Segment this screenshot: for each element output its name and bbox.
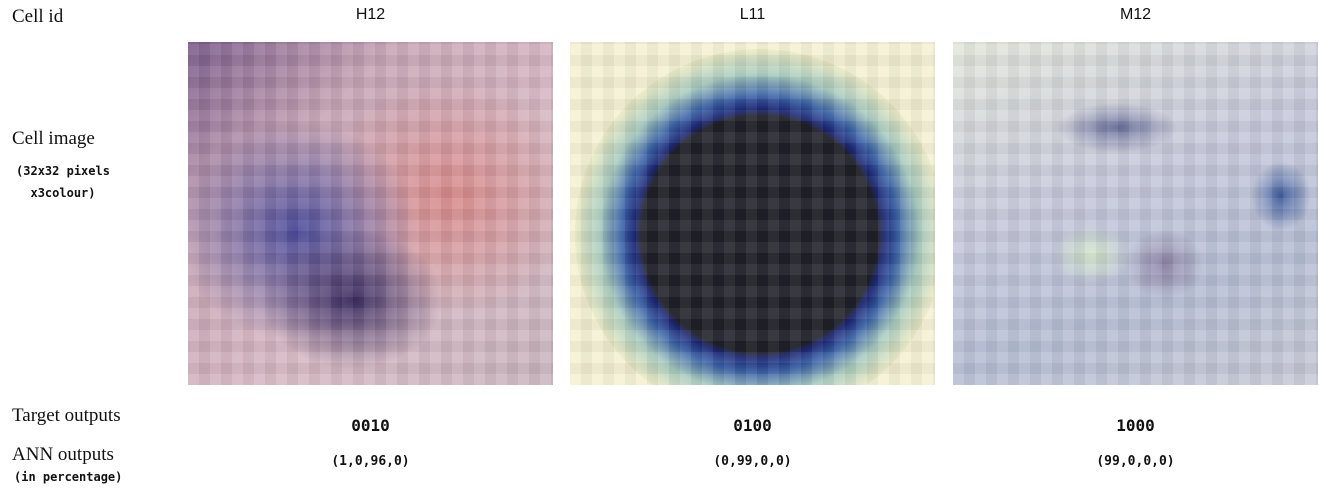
ann-output: (0,99,0,0) xyxy=(570,454,935,469)
figure: Cell id Cell image (32x32 pixels x3colou… xyxy=(0,0,1319,493)
cell-id: L11 xyxy=(570,6,935,24)
ann-output: (1,0,96,0) xyxy=(188,454,553,469)
cell-image xyxy=(953,42,1318,385)
cell-id: M12 xyxy=(953,6,1318,24)
target-output: 1000 xyxy=(953,416,1318,435)
row-label: Cell image xyxy=(12,128,95,150)
row-note: (32x32 pixels x3colour) xyxy=(8,160,118,204)
row-note: (in percentage) xyxy=(14,470,122,484)
cell-image xyxy=(570,42,935,385)
row-label: Cell id xyxy=(12,6,63,28)
target-output: 0100 xyxy=(570,416,935,435)
cell-image xyxy=(188,42,553,385)
cell-id: H12 xyxy=(188,6,553,24)
ann-output: (99,0,0,0) xyxy=(953,454,1318,469)
row-label: Target outputs xyxy=(12,405,121,427)
target-output: 0010 xyxy=(188,416,553,435)
row-label: ANN outputs xyxy=(12,444,114,466)
